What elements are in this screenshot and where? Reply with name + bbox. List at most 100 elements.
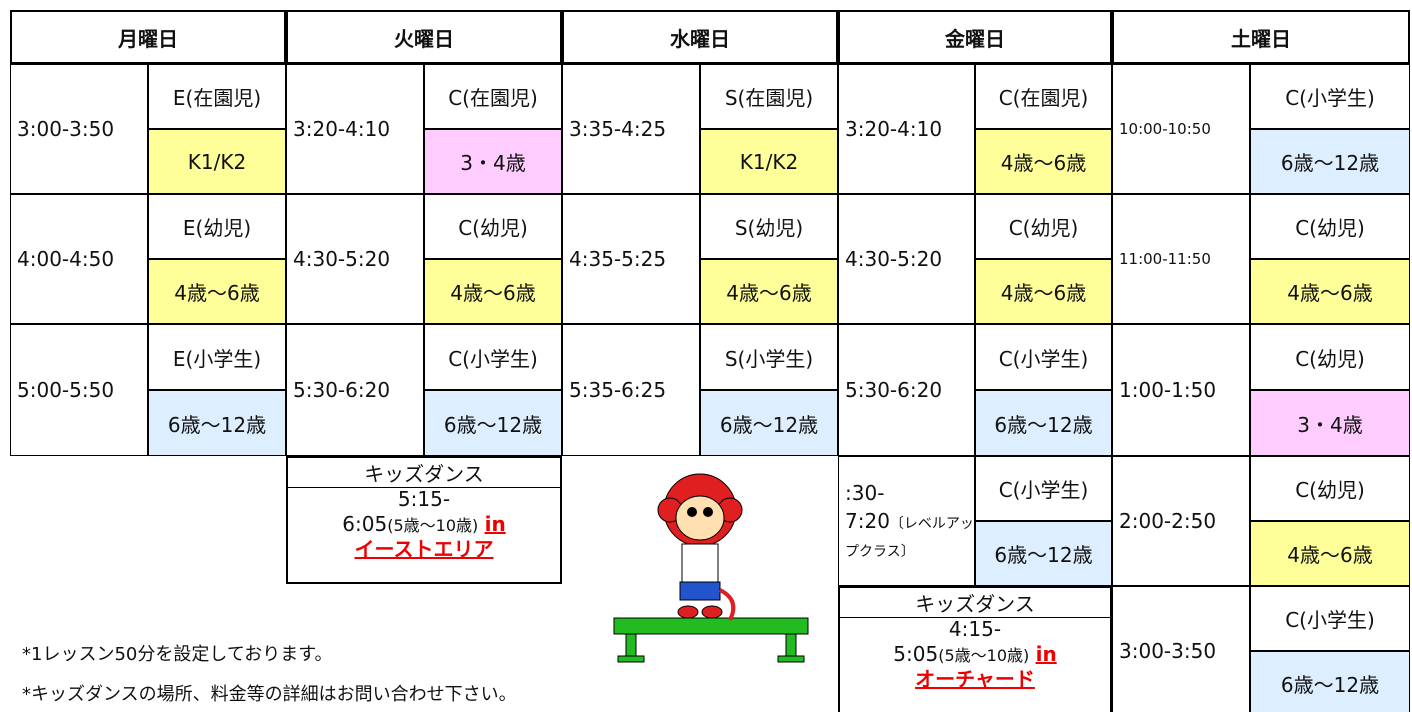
day-header: 金曜日 xyxy=(838,10,1112,64)
time: 4:00-4:50 xyxy=(17,247,115,271)
time: 3:20-4:10 xyxy=(293,117,391,141)
class-cell: C(小学生) xyxy=(975,456,1112,521)
time-text: 5:35-6:25 xyxy=(569,376,666,404)
time-text: 4:00-4:50 xyxy=(17,245,114,273)
time-cell: 5:30-6:20 xyxy=(838,324,975,456)
time-text: 5:30-6:20 xyxy=(293,376,390,404)
time-note: 〔レベルアップクラス〕 xyxy=(845,516,974,560)
time-text: 5:00-5:50 xyxy=(17,376,114,404)
age-cell: 6歳～12歳 xyxy=(700,390,838,456)
class-cell: E(小学生) xyxy=(148,324,286,390)
time-cell: 5:35-6:25 xyxy=(562,324,700,456)
age-cell: 4歳～6歳 xyxy=(975,129,1112,194)
class-cell: C(幼児) xyxy=(1250,324,1410,390)
age-cell: 6歳～12歳 xyxy=(975,390,1112,456)
time-text: 4:30-5:20 xyxy=(845,245,942,273)
time: 10:00-10:50 xyxy=(1119,119,1211,138)
age-cell: 6歳～12歳 xyxy=(1250,129,1410,194)
class-cell: C(在園児) xyxy=(975,64,1112,129)
time-text: 2:00-2:50 xyxy=(1119,507,1216,535)
class-cell: C(幼児) xyxy=(1250,194,1410,259)
age-cell: 4歳～6歳 xyxy=(700,259,838,324)
dance-detail: 6:05(5歳～10歳) in xyxy=(342,510,505,538)
age-cell: 4歳～6歳 xyxy=(975,259,1112,324)
time-cell: 3:20-4:10 xyxy=(286,64,424,194)
dance-title: キッズダンス xyxy=(840,588,1110,618)
time-cell: :30- 7:20〔レベルアップクラス〕 xyxy=(838,456,975,586)
dance-age: (5歳～10歳) xyxy=(938,646,1030,665)
time: :30- xyxy=(845,481,885,505)
class-cell: E(幼児) xyxy=(148,194,286,259)
day-header: 火曜日 xyxy=(286,10,562,64)
time-text: 3:00-3:50 xyxy=(17,115,114,143)
dance-end: 5:05 xyxy=(893,642,939,666)
dance-box: キッズダンス 5:15- 6:05(5歳～10歳) in イーストエリア xyxy=(286,456,562,584)
time-text: 4:30-5:20 xyxy=(293,245,390,273)
class-cell: S(小学生) xyxy=(700,324,838,390)
age-cell: 4歳～6歳 xyxy=(1250,259,1410,324)
dance-age: (5歳～10歳) xyxy=(387,516,479,535)
class-cell: C(幼児) xyxy=(975,194,1112,259)
class-cell: C(幼児) xyxy=(424,194,562,259)
class-cell: S(幼児) xyxy=(700,194,838,259)
class-cell: C(幼児) xyxy=(1250,456,1410,521)
time: 4:30-5:20 xyxy=(845,247,943,271)
dance-title: キッズダンス xyxy=(288,458,560,488)
class-cell: C(小学生) xyxy=(975,324,1112,390)
time-cell: 5:30-6:20 xyxy=(286,324,424,456)
time: 4:35-5:25 xyxy=(569,247,667,271)
class-cell: C(小学生) xyxy=(1250,64,1410,129)
time: 3:35-4:25 xyxy=(569,117,667,141)
age-cell: 3・4歳 xyxy=(1250,390,1410,456)
dance-place: イーストエリア xyxy=(354,537,494,561)
age-cell: 4歳～6歳 xyxy=(424,259,562,324)
time-text: 10:00-10:50 xyxy=(1119,119,1211,140)
time-cell: 4:00-4:50 xyxy=(10,194,148,324)
age-cell: 4歳～6歳 xyxy=(148,259,286,324)
time-cell: 3:35-4:25 xyxy=(562,64,700,194)
time: 5:00-5:50 xyxy=(17,378,115,402)
time-cell: 4:35-5:25 xyxy=(562,194,700,324)
dance-place: オーチャード xyxy=(915,667,1035,691)
time-text: 1:00-1:50 xyxy=(1119,376,1216,404)
class-cell: E(在園児) xyxy=(148,64,286,129)
age-cell: 3・4歳 xyxy=(424,129,562,194)
time: 3:00-3:50 xyxy=(17,117,115,141)
time-text: 3:20-4:10 xyxy=(845,115,942,143)
note: *1レッスン50分を設定しております。 xyxy=(22,644,333,665)
age-cell: 4歳～6歳 xyxy=(1250,521,1410,586)
day-header: 月曜日 xyxy=(10,10,286,64)
time-cell: 3:00-3:50 xyxy=(1112,586,1250,712)
dance-detail: 5:05(5歳～10歳) in xyxy=(893,640,1056,668)
time-cell: 5:00-5:50 xyxy=(10,324,148,456)
age-cell: K1/K2 xyxy=(148,129,286,194)
time: 4:30-5:20 xyxy=(293,247,391,271)
time-cell: 3:20-4:10 xyxy=(838,64,975,194)
day-header: 土曜日 xyxy=(1112,10,1410,64)
dance-time: 5:15- xyxy=(397,487,451,511)
time-text: :30- 7:20〔レベルアップクラス〕 xyxy=(845,479,974,563)
time-text: 11:00-11:50 xyxy=(1119,249,1211,270)
monkey-illustration xyxy=(613,473,809,663)
note: *キッズダンスの場所、料金等の詳細はお問い合わせ下さい。 xyxy=(22,684,517,705)
time-text: 4:35-5:25 xyxy=(569,245,666,273)
time: 5:30-6:20 xyxy=(293,378,391,402)
class-cell: C(小学生) xyxy=(1250,586,1410,651)
time-end: 7:20 xyxy=(845,509,890,533)
class-cell: S(在園児) xyxy=(700,64,838,129)
time-cell: 11:00-11:50 xyxy=(1112,194,1250,324)
dance-box: キッズダンス 4:15- 5:05(5歳～10歳) in オーチャード xyxy=(838,586,1112,712)
time: 3:20-4:10 xyxy=(845,117,943,141)
age-cell: 6歳～12歳 xyxy=(148,390,286,456)
time-text: 3:35-4:25 xyxy=(569,115,666,143)
time: 1:00-1:50 xyxy=(1119,378,1217,402)
time: 3:00-3:50 xyxy=(1119,639,1217,663)
class-cell: C(在園児) xyxy=(424,64,562,129)
time: 2:00-2:50 xyxy=(1119,509,1217,533)
time-text: 3:00-3:50 xyxy=(1119,637,1216,665)
time: 5:30-6:20 xyxy=(845,378,943,402)
age-cell: 6歳～12歳 xyxy=(1250,651,1410,712)
time-cell: 3:00-3:50 xyxy=(10,64,148,194)
dance-in: in xyxy=(484,512,506,536)
